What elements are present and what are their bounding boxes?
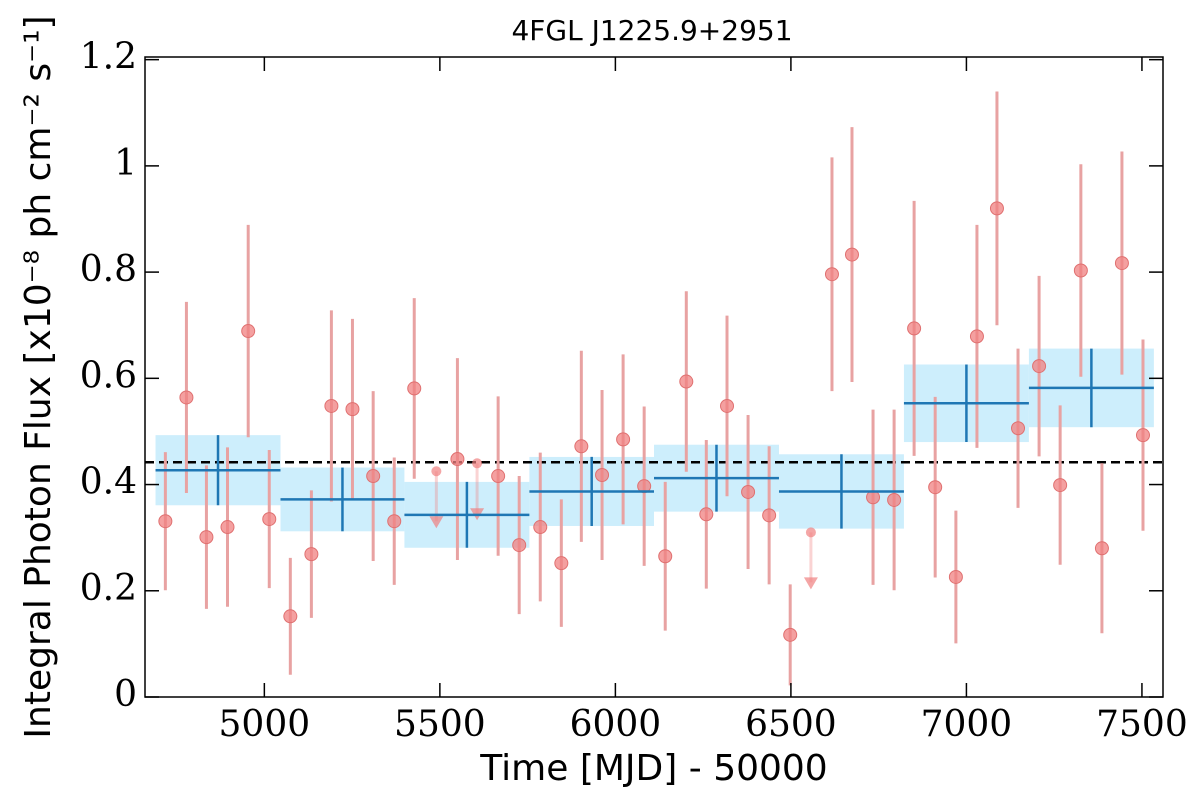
data-point [366,469,381,484]
y-axis-label: Integral Photon Flux [x10⁻⁸ ph cm⁻² s⁻¹] [18,15,59,738]
data-point [283,609,298,624]
upper-limit-arrow [803,577,818,590]
data-point [324,398,339,413]
data-point [616,432,631,447]
data-point [1032,359,1047,374]
x-axis-label: Time [MJD] - 50000 [479,748,827,789]
data-point [679,374,694,389]
x-tick-label: 7500 [1096,704,1188,745]
data-point [720,398,735,413]
data-point [1053,478,1068,493]
data-point [989,201,1004,216]
x-tick-label: 6000 [570,704,662,745]
y-tick-label: 0 [114,674,137,715]
data-point [387,514,402,529]
data-point [928,480,943,495]
x-tick-label: 5000 [219,704,311,745]
x-tick-label: 5500 [394,704,486,745]
data-point [491,469,506,484]
data-point [199,530,214,545]
data-point [304,547,319,562]
data-point [345,402,360,417]
data-point [907,321,922,336]
y-tick-label: 0.2 [80,568,137,609]
data-point [179,390,194,405]
data-point [1114,256,1129,271]
data-point [1011,421,1026,436]
y-tick-label: 1 [114,143,137,184]
data-point [595,467,610,482]
chart-title: 4FGL J1225.9+2951 [511,14,792,47]
y-tick-label: 0.8 [80,249,137,290]
data-point [866,490,881,505]
data-point [1135,428,1150,443]
data-point [948,569,963,584]
y-tick-label: 0.6 [80,355,137,396]
y-tick-label: 1.2 [80,37,137,78]
data-point [450,452,465,467]
data-point [158,514,173,529]
data-point [969,329,984,344]
upper-limit-point [805,527,816,538]
upper-limit-point [431,466,442,477]
data-point [220,520,235,535]
data-point [844,247,859,262]
x-tick-label: 6500 [745,704,837,745]
plot-frame [144,56,1164,698]
data-point [574,439,589,454]
data-point [783,627,798,642]
data-point [407,381,422,396]
data-point [241,324,256,339]
data-point [658,549,673,564]
data-point [887,492,902,507]
data-point [1073,263,1088,278]
data-point [1094,541,1109,556]
data-point [554,556,569,571]
data-point [741,484,756,499]
data-point [262,512,277,527]
data-point [762,508,777,523]
data-point [533,520,548,535]
data-point [824,267,839,282]
data-point [512,538,527,553]
upper-limit-arrow [429,516,444,529]
x-tick-label: 7000 [921,704,1013,745]
y-tick-label: 0.4 [80,462,137,503]
upper-limit-point [472,458,483,469]
data-point [699,507,714,522]
